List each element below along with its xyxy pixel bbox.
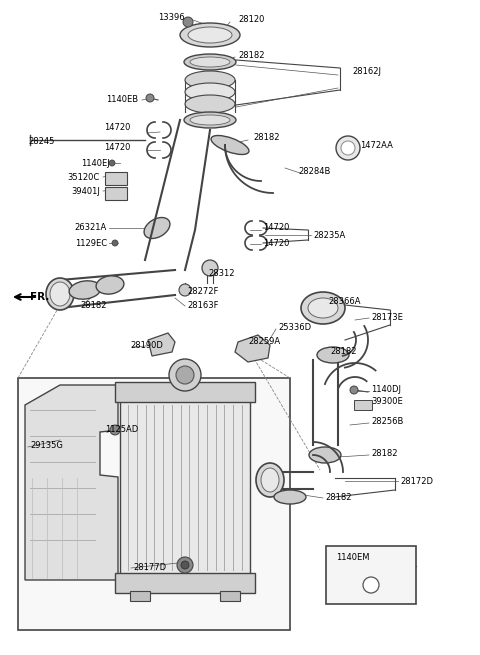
Text: 28173E: 28173E	[371, 314, 403, 322]
Text: 35120C: 35120C	[68, 172, 100, 181]
Ellipse shape	[301, 292, 345, 324]
Ellipse shape	[309, 447, 341, 463]
Text: 39300E: 39300E	[371, 398, 403, 407]
Text: 28182: 28182	[253, 134, 279, 143]
Text: 13396: 13396	[158, 14, 185, 22]
Ellipse shape	[256, 463, 284, 497]
Ellipse shape	[188, 27, 232, 43]
Text: 14720: 14720	[104, 143, 130, 153]
Text: 14720: 14720	[263, 238, 289, 248]
Text: 1140EM: 1140EM	[336, 553, 370, 563]
Text: FR.: FR.	[30, 292, 49, 302]
Circle shape	[169, 359, 201, 391]
Circle shape	[179, 284, 191, 296]
Text: 1140EJ: 1140EJ	[81, 159, 110, 168]
Ellipse shape	[50, 282, 70, 306]
Ellipse shape	[180, 23, 240, 47]
Ellipse shape	[190, 57, 230, 67]
Bar	[130, 591, 150, 601]
Bar	[105, 187, 127, 200]
Text: 28120: 28120	[238, 16, 264, 24]
Text: 28182: 28182	[80, 301, 107, 310]
Text: 25336D: 25336D	[278, 322, 311, 331]
Text: 28245: 28245	[28, 136, 54, 145]
Polygon shape	[148, 333, 175, 356]
Circle shape	[109, 160, 115, 166]
Text: 29135G: 29135G	[30, 441, 63, 449]
Text: 28162J: 28162J	[352, 67, 381, 77]
Text: 28272F: 28272F	[187, 286, 218, 295]
Bar	[326, 546, 416, 604]
Circle shape	[350, 386, 358, 394]
Ellipse shape	[69, 281, 101, 299]
Text: 14720: 14720	[263, 223, 289, 233]
Text: 1125AD: 1125AD	[105, 426, 138, 434]
Circle shape	[341, 141, 355, 155]
Text: 1140EB: 1140EB	[106, 96, 138, 105]
Ellipse shape	[184, 112, 236, 128]
Ellipse shape	[144, 217, 170, 238]
Text: 28259A: 28259A	[248, 337, 280, 346]
Text: 28190D: 28190D	[130, 341, 163, 350]
Bar	[115, 573, 255, 593]
Text: 28172D: 28172D	[400, 477, 433, 487]
Polygon shape	[25, 385, 118, 580]
Ellipse shape	[96, 276, 124, 294]
Circle shape	[181, 561, 189, 569]
Circle shape	[112, 240, 118, 246]
Bar	[354, 400, 372, 410]
Bar	[220, 591, 240, 601]
Ellipse shape	[185, 95, 235, 113]
Polygon shape	[235, 335, 270, 362]
Ellipse shape	[184, 54, 236, 70]
Text: 1140DJ: 1140DJ	[371, 386, 401, 394]
Text: 28312: 28312	[208, 269, 235, 278]
Text: 28235A: 28235A	[313, 231, 345, 240]
Bar	[105, 172, 127, 185]
Ellipse shape	[317, 347, 349, 363]
Bar	[115, 382, 255, 402]
Text: 28163F: 28163F	[187, 301, 218, 310]
Text: 28182: 28182	[325, 493, 351, 502]
Circle shape	[202, 260, 218, 276]
Ellipse shape	[190, 115, 230, 125]
Text: 1472AA: 1472AA	[360, 141, 393, 149]
Text: 14720: 14720	[104, 124, 130, 132]
Text: 28284B: 28284B	[298, 168, 330, 176]
Text: 1129EC: 1129EC	[75, 238, 107, 248]
Bar	[18, 378, 290, 630]
Ellipse shape	[185, 83, 235, 101]
Ellipse shape	[46, 278, 74, 310]
Text: 28256B: 28256B	[371, 417, 403, 426]
Ellipse shape	[185, 71, 235, 89]
Circle shape	[110, 425, 120, 435]
Circle shape	[183, 17, 193, 27]
Ellipse shape	[274, 490, 306, 504]
Ellipse shape	[261, 468, 279, 492]
Circle shape	[336, 136, 360, 160]
Bar	[120, 400, 250, 575]
Circle shape	[146, 94, 154, 102]
Text: 28366A: 28366A	[328, 297, 360, 307]
Circle shape	[363, 577, 379, 593]
Text: 28182: 28182	[238, 50, 264, 60]
Text: 28177D: 28177D	[133, 563, 166, 572]
Text: 26321A: 26321A	[75, 223, 107, 233]
Ellipse shape	[211, 136, 249, 155]
Text: 28182: 28182	[330, 348, 357, 356]
Text: 28182: 28182	[371, 449, 397, 458]
Circle shape	[176, 366, 194, 384]
Ellipse shape	[308, 298, 338, 318]
Circle shape	[177, 557, 193, 573]
Text: 39401J: 39401J	[71, 187, 100, 195]
